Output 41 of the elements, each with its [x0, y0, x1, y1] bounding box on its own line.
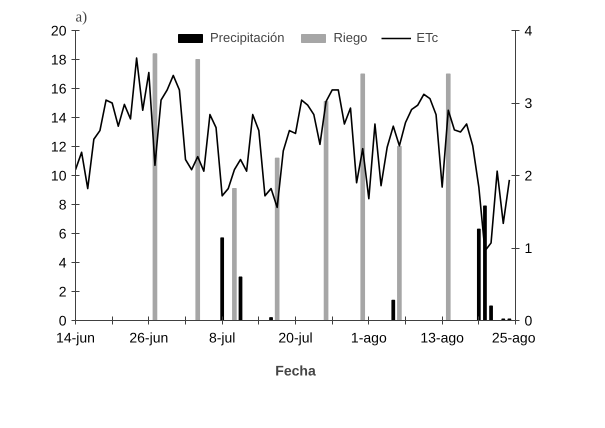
y-tick-label: 14 [50, 110, 67, 126]
bar [274, 158, 280, 320]
legend-label: Riego [333, 30, 368, 45]
x-tick-label: 1-ago [350, 330, 387, 346]
bar [195, 59, 200, 320]
y-tick-label: 4 [58, 254, 67, 270]
y-tick-label: 0 [58, 312, 67, 328]
y2-tick-label: 2 [524, 168, 532, 184]
y-tick-label: 20 [50, 22, 67, 38]
y-tick-label: 6 [58, 226, 67, 242]
y-tick-label: 10 [50, 168, 67, 184]
x-tick-label: 25-ago [492, 330, 536, 346]
y-tick-label: 12 [50, 138, 67, 154]
bar [489, 306, 493, 320]
x-tick-label: 14-jun [56, 330, 95, 346]
y-tick-label: 16 [50, 80, 67, 96]
bar [446, 74, 451, 320]
bar [397, 146, 402, 320]
y-tick-label: 18 [50, 52, 67, 68]
x-tick-label: 26-jun [129, 330, 168, 346]
x-tick-label: 13-ago [420, 330, 464, 346]
bar [391, 300, 396, 320]
bar [324, 101, 328, 320]
bar [360, 74, 366, 320]
bar [232, 188, 237, 320]
bar [269, 317, 273, 320]
bar [220, 237, 224, 320]
bar [238, 276, 242, 320]
y-tick-label: 8 [58, 196, 67, 212]
bar [152, 53, 158, 320]
legend-label: ETc [416, 30, 438, 45]
y2-tick-label: 3 [524, 95, 532, 111]
x-tick-label: 8-jul [208, 330, 236, 346]
y2-tick-label: 4 [524, 22, 532, 38]
x-tick-label: 20-jul [278, 330, 313, 346]
x-axis-title: Fecha [275, 362, 316, 378]
legend-label: Precipitación [210, 30, 284, 45]
y2-tick-label: 0 [524, 312, 532, 328]
y-tick-label: 2 [58, 284, 67, 300]
y2-tick-label: 1 [524, 240, 532, 256]
chart-title: a) [76, 10, 88, 26]
